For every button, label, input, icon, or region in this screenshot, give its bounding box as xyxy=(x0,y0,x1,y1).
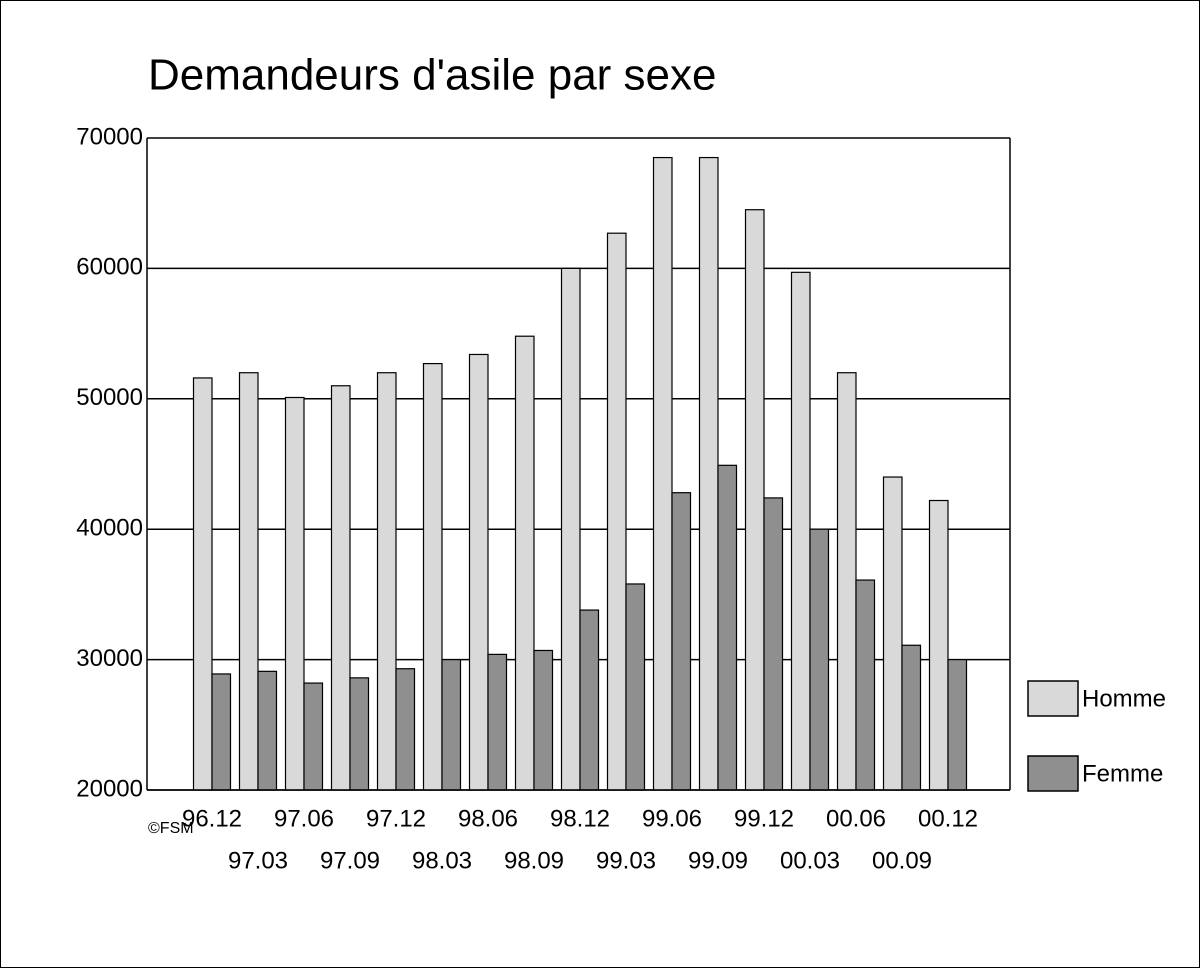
x-tick-label: 99.06 xyxy=(642,805,702,832)
x-tick-label: 00.12 xyxy=(918,805,978,832)
x-tick-label: 98.12 xyxy=(550,805,610,832)
y-tick-label: 40000 xyxy=(76,515,143,542)
x-tick-label: 99.12 xyxy=(734,805,794,832)
bar xyxy=(901,644,922,791)
bar xyxy=(882,476,903,791)
bar xyxy=(947,658,968,791)
legend-swatch xyxy=(1027,755,1079,792)
bar xyxy=(652,156,673,791)
y-tick-label: 20000 xyxy=(76,775,143,802)
y-tick-label: 50000 xyxy=(76,384,143,411)
bar xyxy=(928,499,949,791)
bar xyxy=(211,673,232,791)
footnote: ©FSM xyxy=(148,820,194,837)
bar xyxy=(395,668,416,791)
bar xyxy=(284,396,305,791)
bar xyxy=(487,653,508,791)
bar xyxy=(698,156,719,791)
bar xyxy=(717,464,738,791)
bar xyxy=(855,579,876,791)
legend-label: Femme xyxy=(1082,760,1163,787)
x-tick-label: 98.03 xyxy=(412,847,472,874)
y-tick-label: 60000 xyxy=(76,254,143,281)
legend-swatch xyxy=(1027,680,1079,717)
bar xyxy=(257,670,278,791)
bar xyxy=(422,362,443,791)
bar xyxy=(809,528,830,791)
bar xyxy=(468,353,489,791)
y-tick-label: 70000 xyxy=(76,123,143,150)
x-tick-label: 00.09 xyxy=(872,847,932,874)
bar xyxy=(441,658,462,791)
bar xyxy=(349,677,370,791)
bar xyxy=(790,271,811,791)
bar xyxy=(836,372,857,791)
x-tick-label: 98.06 xyxy=(458,805,518,832)
bar xyxy=(744,209,765,791)
bar xyxy=(192,377,213,791)
x-tick-label: 97.12 xyxy=(366,805,426,832)
chart-title: Demandeurs d'asile par sexe xyxy=(148,51,716,100)
bar xyxy=(514,335,535,791)
bar xyxy=(533,649,554,791)
bar xyxy=(238,372,259,791)
bar xyxy=(625,583,646,791)
x-tick-label: 96.12 xyxy=(182,805,242,832)
x-tick-label: 97.03 xyxy=(228,847,288,874)
y-tick-label: 30000 xyxy=(76,645,143,672)
x-tick-label: 97.09 xyxy=(320,847,380,874)
bar xyxy=(330,385,351,791)
legend-label: Homme xyxy=(1082,685,1166,712)
x-tick-label: 99.09 xyxy=(688,847,748,874)
x-tick-label: 98.09 xyxy=(504,847,564,874)
x-tick-label: 99.03 xyxy=(596,847,656,874)
bar xyxy=(303,682,324,791)
bar xyxy=(560,267,581,791)
bar xyxy=(671,492,692,791)
bar xyxy=(579,609,600,791)
x-tick-label: 00.03 xyxy=(780,847,840,874)
x-tick-label: 00.06 xyxy=(826,805,886,832)
bar xyxy=(376,372,397,791)
bar xyxy=(606,232,627,791)
bar xyxy=(763,497,784,791)
x-tick-label: 97.06 xyxy=(274,805,334,832)
